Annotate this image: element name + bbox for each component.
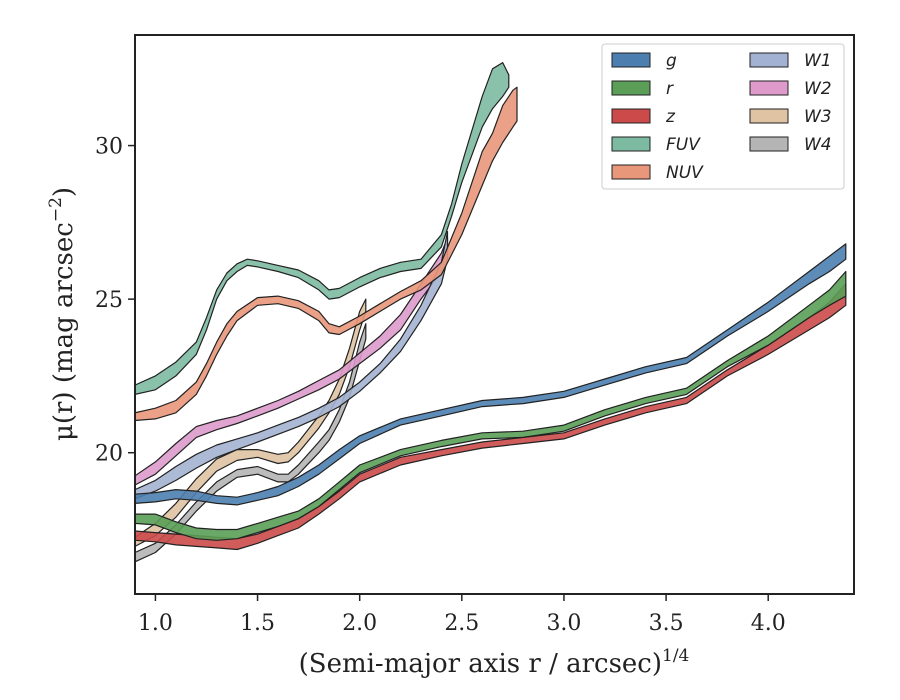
y-tick-label: 30: [95, 135, 123, 160]
legend-swatch-w2: [749, 80, 789, 96]
x-tick-label: 1.0: [138, 611, 173, 636]
x-tick-label: 3.0: [546, 611, 581, 636]
plot-area: [135, 61, 847, 563]
band-w4: [135, 323, 367, 563]
band-w3: [135, 298, 367, 548]
legend-label-r: r: [666, 79, 674, 99]
y-axis-title: μ(r) (mag arcsec−2): [46, 187, 79, 441]
y-axis-title-main: μ(r) (mag arcsec: [49, 222, 79, 441]
legend-label-w1: W1: [804, 51, 832, 71]
x-tick-label: 2.0: [342, 611, 377, 636]
legend-label-g: g: [666, 51, 677, 71]
legend-swatch-nuv: [611, 164, 651, 180]
legend-swatch-w4: [749, 136, 789, 152]
x-tick-label: 1.5: [240, 611, 275, 636]
x-tick-label: 2.5: [444, 611, 479, 636]
legend-swatch-w1: [749, 52, 789, 68]
band-r: [135, 270, 847, 541]
x-tick-label: 4.0: [751, 611, 786, 636]
legend-label-w2: W2: [804, 79, 832, 99]
legend-label-w4: W4: [804, 135, 832, 155]
legend: grz FUV NUV W1 W2 W3 W4: [601, 43, 845, 190]
x-tick-label: 3.5: [649, 611, 684, 636]
y-axis-title-close: ): [49, 187, 79, 197]
band-fuv: [135, 61, 510, 395]
legend-label-fuv: FUV: [666, 135, 701, 155]
legend-label-w3: W3: [804, 107, 832, 127]
x-axis-ticks: 1.0 1.5 2.0 2.5 3.0 3.5 4.0: [138, 594, 786, 636]
y-axis-ticks: 20 25 30: [95, 135, 135, 467]
legend-swatch-w3: [749, 108, 789, 124]
legend-label-nuv: NUV: [666, 163, 704, 183]
legend-swatch-g: [611, 52, 651, 68]
y-tick-label: 25: [95, 288, 123, 313]
legend-swatch-z: [611, 108, 651, 124]
x-axis-title-exponent: 1/4: [662, 646, 689, 666]
x-axis-title-main: (Semi-major axis r / arcsec): [299, 649, 662, 679]
band-g: [135, 243, 847, 506]
x-axis-title: (Semi-major axis r / arcsec)1/4: [299, 646, 690, 679]
y-tick-label: 20: [95, 442, 123, 467]
y-axis-title-exponent: −2: [46, 197, 66, 222]
legend-label-z: z: [665, 107, 676, 127]
legend-swatch-fuv: [611, 136, 651, 152]
axes-frame: [134, 34, 855, 595]
band-w1: [135, 231, 449, 500]
legend-swatch-r: [611, 80, 651, 96]
legend-box: [601, 43, 845, 190]
band-nuv: [135, 86, 518, 422]
